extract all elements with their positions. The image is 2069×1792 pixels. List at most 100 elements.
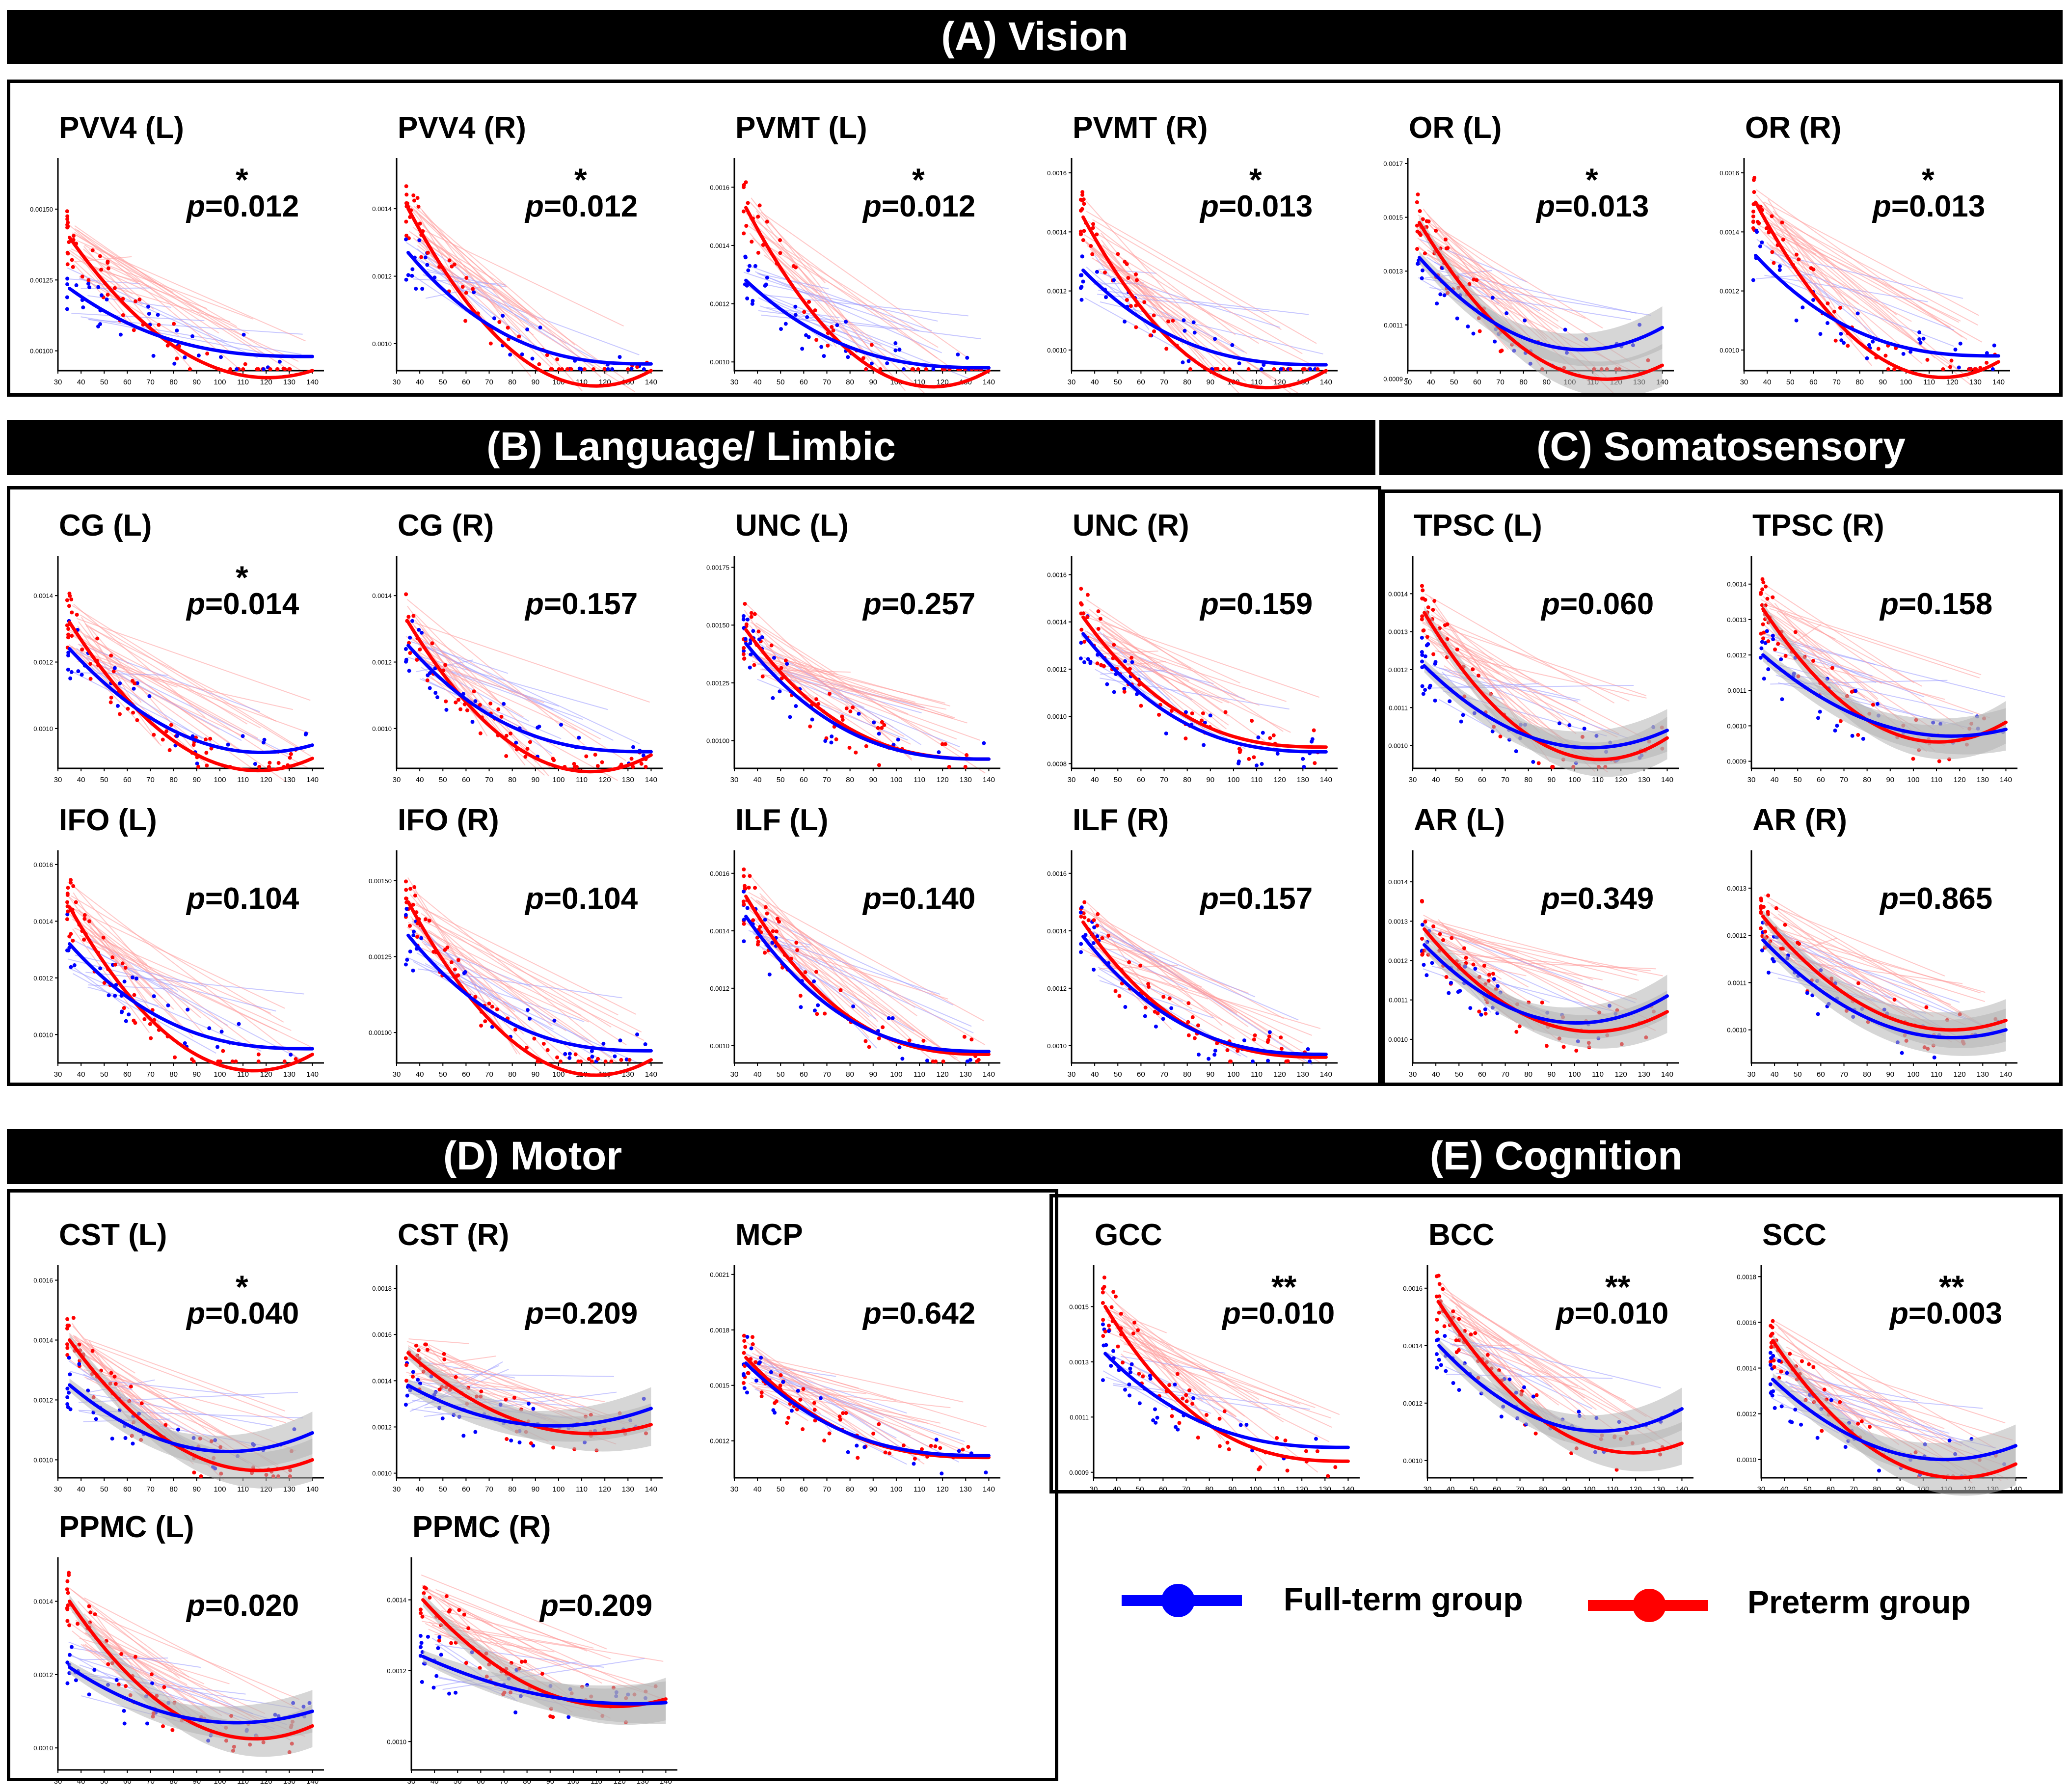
preterm-point <box>458 707 463 711</box>
preterm-point <box>934 1059 938 1063</box>
fullterm-point <box>1768 1351 1773 1355</box>
preterm-point <box>779 666 783 670</box>
preterm-point <box>791 264 796 268</box>
preterm-point <box>1846 344 1850 348</box>
preterm-point <box>1892 367 1897 371</box>
preterm-point <box>425 1348 430 1352</box>
preterm-point <box>164 729 169 733</box>
p-value: p=0.140 <box>863 881 975 916</box>
preterm-point <box>1184 1393 1188 1397</box>
fullterm-point <box>1908 350 1913 354</box>
x-tick-label: 30 <box>1404 378 1412 386</box>
trajectory-line <box>1422 621 1643 738</box>
x-tick-label: 120 <box>1615 1070 1627 1079</box>
preterm-point <box>65 1346 70 1350</box>
fullterm-point <box>806 335 811 339</box>
fullterm-point <box>473 699 478 704</box>
fullterm-point <box>1091 941 1096 945</box>
preterm-point <box>1131 1331 1135 1335</box>
preterm-point <box>1302 367 1307 371</box>
fullterm-point <box>166 1003 170 1007</box>
preterm-point <box>1222 1409 1227 1413</box>
fullterm-point <box>65 912 70 917</box>
fullterm-point <box>1154 1420 1158 1425</box>
fullterm-point <box>122 1721 127 1726</box>
preterm-point <box>814 697 819 702</box>
x-tick-label: 140 <box>1342 1485 1354 1493</box>
preterm-point <box>587 1057 591 1061</box>
trajectory-line <box>88 1634 266 1714</box>
trajectory-line <box>748 892 985 1022</box>
p-symbol: p <box>525 1297 544 1330</box>
preterm-point <box>414 1343 418 1348</box>
fullterm-point <box>759 1356 763 1360</box>
x-tick-label: 30 <box>1068 378 1076 386</box>
fullterm-point <box>461 1434 466 1438</box>
fullterm-point <box>567 1056 572 1060</box>
preterm-point <box>541 1041 546 1046</box>
preterm-point <box>1086 918 1091 923</box>
preterm-point <box>600 760 604 764</box>
x-tick-label: 50 <box>1794 1070 1802 1079</box>
x-tick-label: 70 <box>1496 378 1505 386</box>
y-tick-label: 0.0013 <box>1727 616 1747 624</box>
x-tick-label: 130 <box>1319 1485 1331 1493</box>
preterm-point <box>460 285 465 289</box>
preterm-point <box>765 219 769 224</box>
chart-title: IFO (R) <box>398 803 499 837</box>
fullterm-point <box>253 762 257 766</box>
y-tick-label: 0.0016 <box>710 870 729 877</box>
preterm-point <box>775 929 779 934</box>
fullterm-point <box>822 354 826 358</box>
x-tick-label: 130 <box>1977 776 1989 784</box>
x-tick-label: 140 <box>306 776 319 784</box>
x-tick-label: 70 <box>1850 1485 1858 1493</box>
fullterm-point <box>304 732 308 736</box>
preterm-point <box>466 1626 471 1630</box>
x-tick-label: 140 <box>983 1485 995 1493</box>
fullterm-point <box>1816 716 1821 720</box>
fullterm-point <box>440 1416 445 1421</box>
fullterm-point <box>67 1653 72 1657</box>
preterm-point <box>412 198 416 203</box>
fullterm-point <box>1420 635 1424 640</box>
x-tick-label: 40 <box>753 1070 762 1079</box>
x-tick-label: 60 <box>1809 378 1818 386</box>
trajectory-line <box>412 920 620 1064</box>
preterm-point <box>430 641 434 646</box>
x-tick-label: 70 <box>146 1485 155 1493</box>
x-tick-label: 100 <box>214 378 226 386</box>
preterm-point <box>1830 666 1834 670</box>
preterm-point <box>1279 1035 1283 1040</box>
fullterm-point <box>526 1402 531 1406</box>
preterm-point <box>591 367 596 371</box>
fullterm-point <box>67 1356 71 1360</box>
p-number: 0.010 <box>1592 1297 1669 1330</box>
chart-title: PPMC (R) <box>412 1510 551 1544</box>
preterm-point <box>550 367 554 371</box>
x-tick-label: 30 <box>54 1070 62 1079</box>
fullterm-point <box>1302 765 1306 769</box>
preterm-point <box>1090 252 1095 256</box>
x-tick-label: 90 <box>1886 1070 1894 1079</box>
fullterm-confidence-band <box>1439 1339 1682 1448</box>
trajectory-line <box>763 243 939 348</box>
fullterm-point <box>753 264 757 268</box>
fullterm-point <box>857 711 861 716</box>
trajectory-line <box>1083 234 1260 344</box>
preterm-point <box>572 761 576 766</box>
preterm-point <box>1079 209 1083 213</box>
x-tick-label: 110 <box>914 776 925 784</box>
trajectory-line <box>1764 592 1964 730</box>
x-tick-label: 40 <box>416 378 424 386</box>
trajectory-line <box>1088 220 1236 335</box>
preterm-point <box>106 266 110 271</box>
trajectory-line <box>1102 1370 1169 1409</box>
preterm-point <box>742 874 746 878</box>
preterm-point <box>1095 923 1100 928</box>
fullterm-point <box>749 1346 753 1351</box>
fullterm-point <box>501 314 505 318</box>
fullterm-point <box>1230 343 1235 347</box>
fullterm-point <box>745 906 750 910</box>
